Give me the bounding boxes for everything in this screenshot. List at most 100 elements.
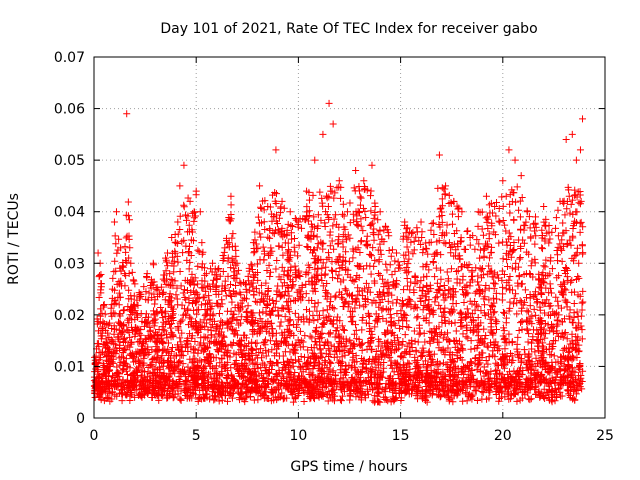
data-point [374, 269, 382, 277]
data-point [140, 283, 148, 291]
data-point [526, 302, 534, 310]
data-point [476, 264, 484, 272]
data-point [127, 259, 135, 267]
data-point [342, 297, 350, 305]
data-point [251, 248, 259, 256]
data-point [333, 313, 341, 321]
data-point [523, 325, 531, 333]
data-point [441, 190, 449, 198]
data-point [409, 250, 417, 258]
data-point [501, 309, 509, 317]
data-point [393, 296, 401, 304]
data-point [291, 215, 299, 223]
data-point [471, 245, 479, 253]
data-point [194, 280, 202, 288]
data-point [407, 278, 415, 286]
data-point [97, 270, 105, 278]
data-point [307, 394, 315, 402]
data-point [458, 208, 466, 216]
data-point [525, 330, 533, 338]
data-point [410, 289, 418, 297]
data-point [383, 266, 391, 274]
data-point [540, 203, 548, 211]
data-point [558, 257, 566, 265]
data-point [172, 291, 180, 299]
data-point [244, 302, 252, 310]
data-point [558, 236, 566, 244]
data-point [570, 299, 578, 307]
data-point [427, 366, 435, 374]
data-point [481, 301, 489, 309]
data-point [408, 229, 416, 237]
data-point [572, 251, 580, 259]
data-point [466, 358, 474, 366]
data-point [119, 338, 127, 346]
data-point [523, 207, 531, 215]
data-point [534, 359, 542, 367]
data-point [230, 360, 238, 368]
data-point [242, 334, 250, 342]
data-point [124, 198, 132, 206]
data-point [176, 395, 184, 403]
data-point [174, 258, 182, 266]
data-point [579, 287, 587, 295]
data-point [563, 273, 571, 281]
data-point [318, 240, 326, 248]
data-point [386, 353, 394, 361]
data-point [472, 264, 480, 272]
data-point [339, 326, 347, 334]
data-point [515, 351, 523, 359]
data-point [322, 208, 330, 216]
data-point [100, 397, 108, 405]
data-point [449, 300, 457, 308]
data-point [568, 276, 576, 284]
data-point [365, 319, 373, 327]
data-point [143, 274, 151, 282]
data-point [262, 319, 270, 327]
data-point [423, 260, 431, 268]
data-point [499, 290, 507, 298]
data-point [458, 341, 466, 349]
data-point [403, 243, 411, 251]
data-point [275, 311, 283, 319]
data-point [294, 252, 302, 260]
data-point [417, 218, 425, 226]
data-point [290, 243, 298, 251]
data-point [473, 236, 481, 244]
data-point [357, 238, 365, 246]
data-point [259, 197, 267, 205]
data-point [538, 290, 546, 298]
data-point [330, 343, 338, 351]
data-point [405, 323, 413, 331]
data-point [502, 285, 510, 293]
data-point [108, 301, 116, 309]
data-point [321, 223, 329, 231]
data-point [196, 208, 204, 216]
data-point [557, 392, 565, 400]
data-point [491, 367, 499, 375]
data-point [457, 322, 465, 330]
data-point [536, 284, 544, 292]
data-point [357, 194, 365, 202]
data-point [355, 182, 363, 190]
data-point [516, 254, 524, 262]
data-point [339, 231, 347, 239]
data-point [488, 267, 496, 275]
data-point [264, 233, 272, 241]
data-point [530, 305, 538, 313]
data-point [455, 337, 463, 345]
data-point [112, 240, 120, 248]
data-point [491, 308, 499, 316]
data-point [354, 221, 362, 229]
data-point [285, 272, 293, 280]
data-point [311, 338, 319, 346]
data-point [302, 306, 310, 314]
data-point [268, 247, 276, 255]
data-point [513, 310, 521, 318]
data-point [367, 270, 375, 278]
data-point [173, 295, 181, 303]
data-point [502, 227, 510, 235]
data-point [272, 265, 280, 273]
data-point [334, 239, 342, 247]
data-point [554, 297, 562, 305]
